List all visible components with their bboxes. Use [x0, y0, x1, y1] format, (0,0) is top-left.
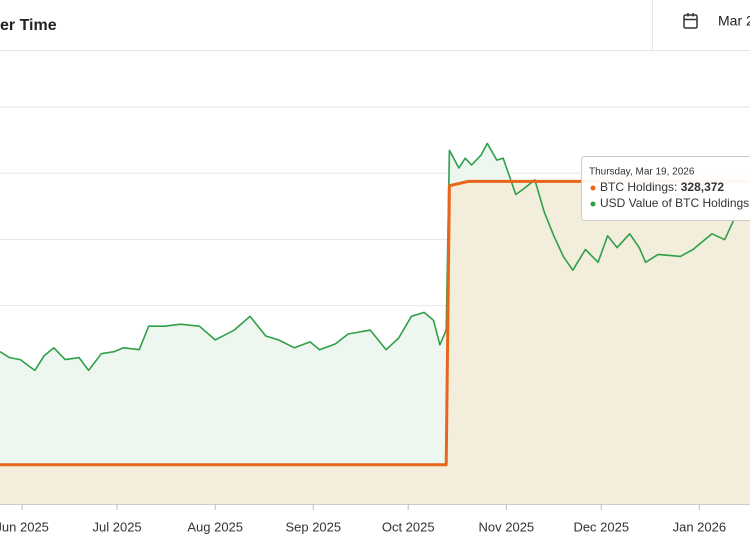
x-tick-label: Aug 2025: [187, 519, 243, 534]
header-title: er Time: [0, 17, 57, 34]
tooltip: Thursday, Mar 19, 2026 BTC Holdings: 328…: [582, 157, 750, 221]
x-tick-label: Jul 2025: [93, 519, 142, 534]
date-range[interactable]: Mar 2: [718, 13, 750, 29]
tooltip-value: 328,372: [681, 180, 725, 194]
x-tick-label: Sep 2025: [285, 519, 341, 534]
tooltip-title: Thursday, Mar 19, 2026: [589, 167, 695, 178]
tooltip-dot: [591, 202, 596, 207]
x-tick-label: Jun 2025: [0, 519, 49, 534]
x-tick-label: Dec 2025: [573, 519, 629, 534]
tooltip-item: BTC Holdings: 328,372: [600, 180, 724, 194]
x-tick-label: Nov 2025: [479, 519, 535, 534]
tooltip-dot: [591, 186, 596, 191]
x-tick-label: Oct 2025: [382, 519, 435, 534]
tooltip-item: USD Value of BTC Holdings: [600, 196, 749, 210]
x-tick-label: Jan 2026: [673, 519, 727, 534]
tooltip-label: BTC Holdings:: [600, 180, 677, 194]
